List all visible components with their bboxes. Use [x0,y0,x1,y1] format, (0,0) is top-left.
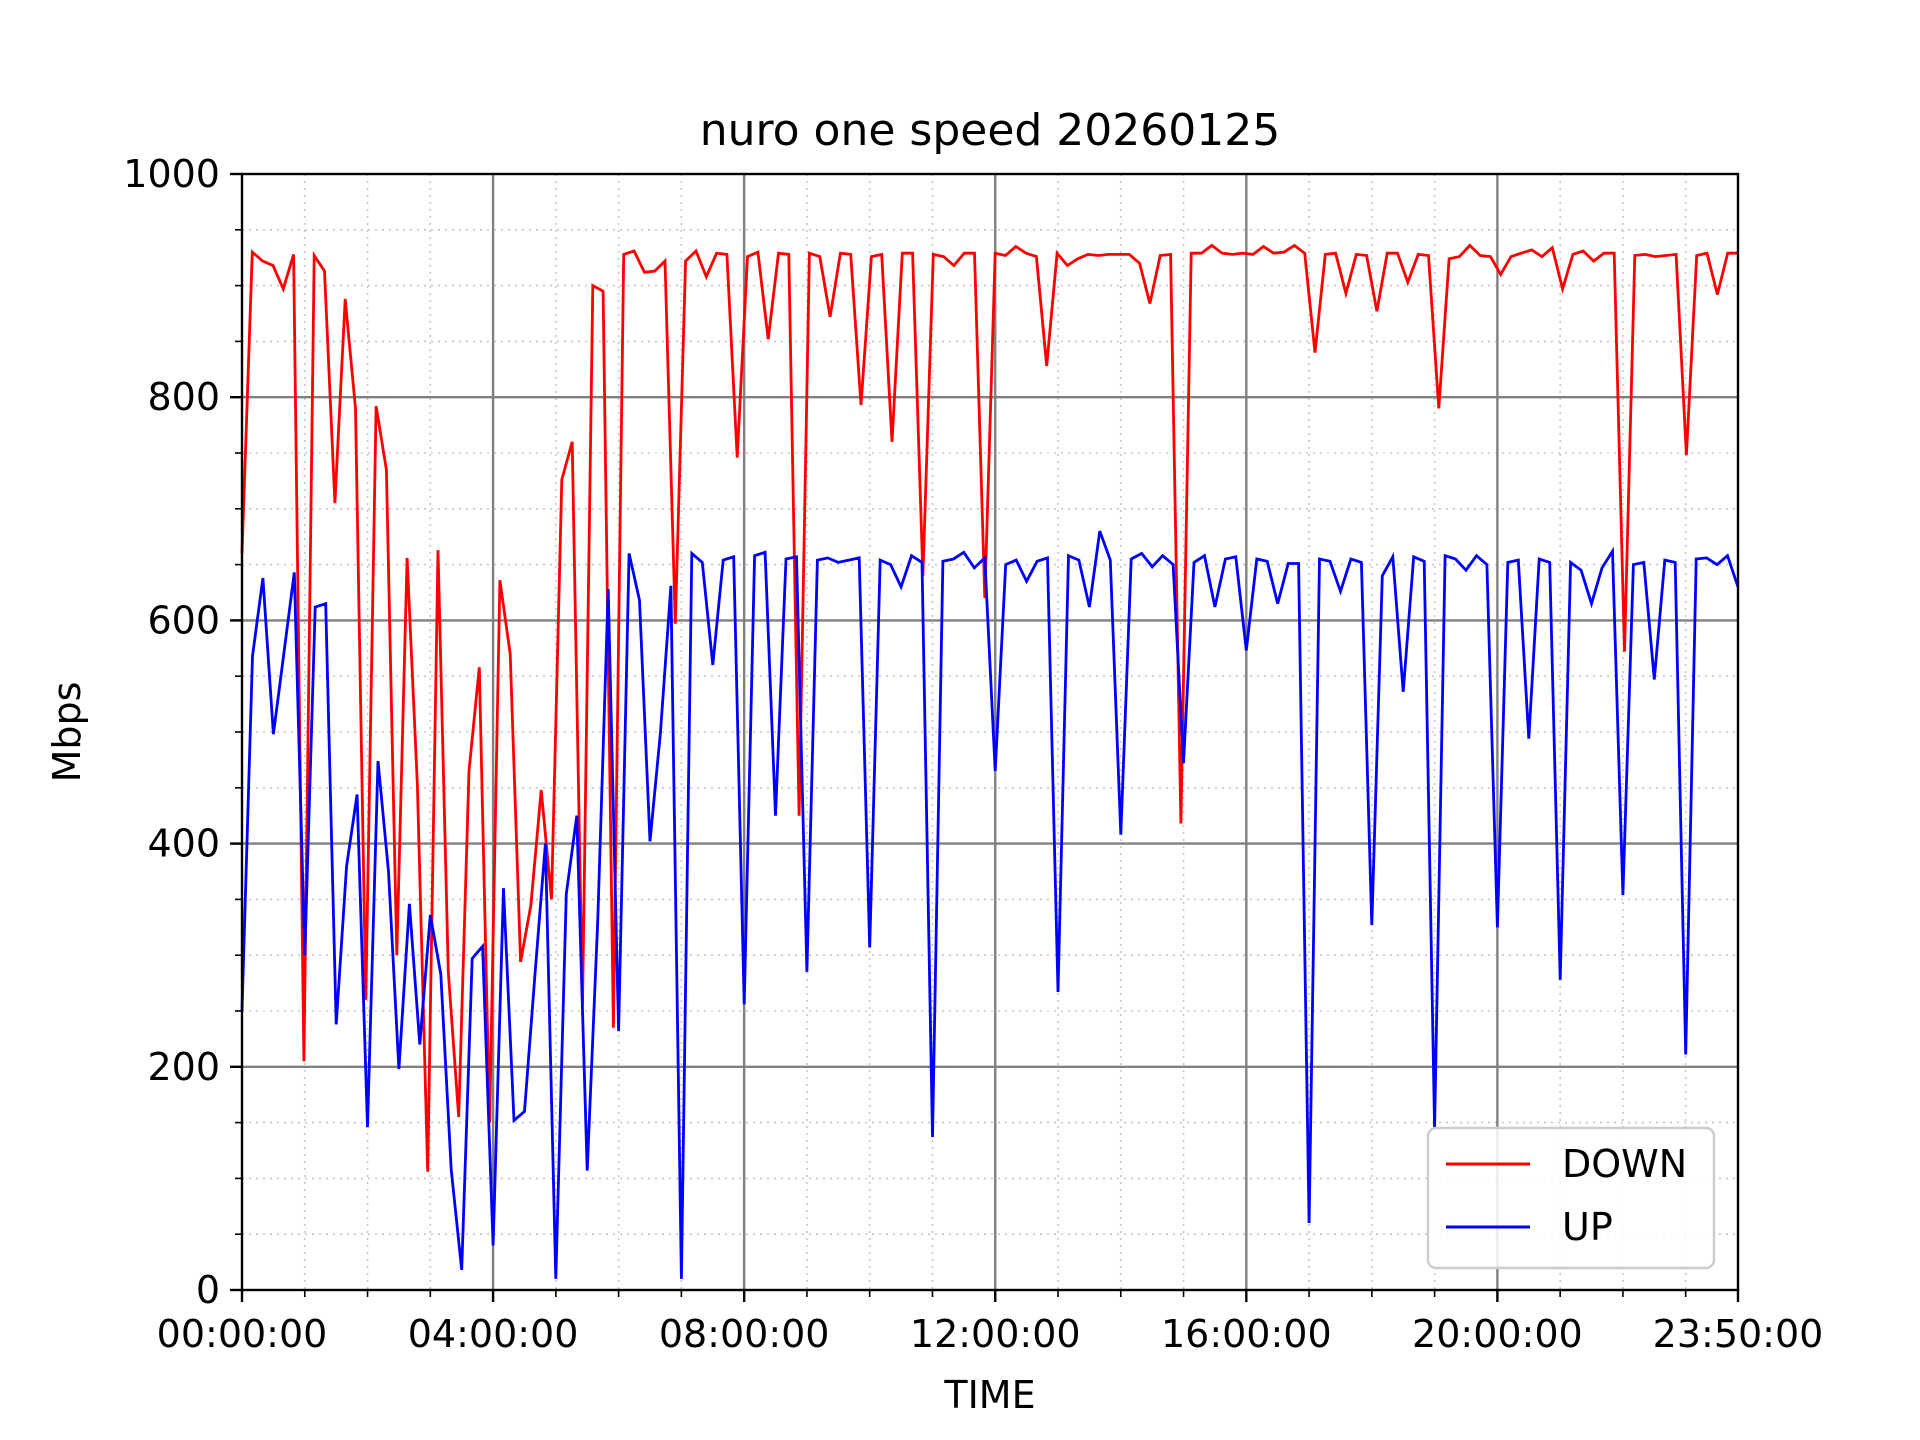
y-tick-label: 600 [147,598,220,642]
major-grid [242,174,1738,1290]
x-tick-label: 00:00:00 [157,1312,328,1356]
x-tick-label: 16:00:00 [1161,1312,1332,1356]
y-tick-label: 1000 [123,152,220,196]
chart-title: nuro one speed 20260125 [700,105,1281,156]
y-tick-label: 400 [147,822,220,866]
y-tick-label: 0 [196,1268,220,1312]
series-line-down [240,243,1738,1172]
series-lines [240,243,1740,1279]
x-tick-label: 12:00:00 [910,1312,1081,1356]
axis-ticks [230,172,1740,1302]
x-tick-label: 04:00:00 [408,1312,579,1356]
y-tick-label: 200 [147,1045,220,1089]
x-tick-label: 20:00:00 [1412,1312,1583,1356]
legend-label-up: UP [1562,1205,1613,1249]
series-line-up [240,530,1740,1279]
y-axis-label: Mbps [45,682,89,783]
legend-label-down: DOWN [1562,1142,1687,1186]
tick-labels: 0 200 400 600 800 1000 00:00:00 04:00:00 08:00:0… [123,152,1823,1356]
x-axis-label: TIME [943,1373,1035,1417]
x-tick-label: 23:50:00 [1653,1312,1824,1356]
x-tick-label: 08:00:00 [659,1312,830,1356]
y-tick-label: 800 [147,375,220,419]
legend: DOWN UP [1426,1126,1716,1270]
